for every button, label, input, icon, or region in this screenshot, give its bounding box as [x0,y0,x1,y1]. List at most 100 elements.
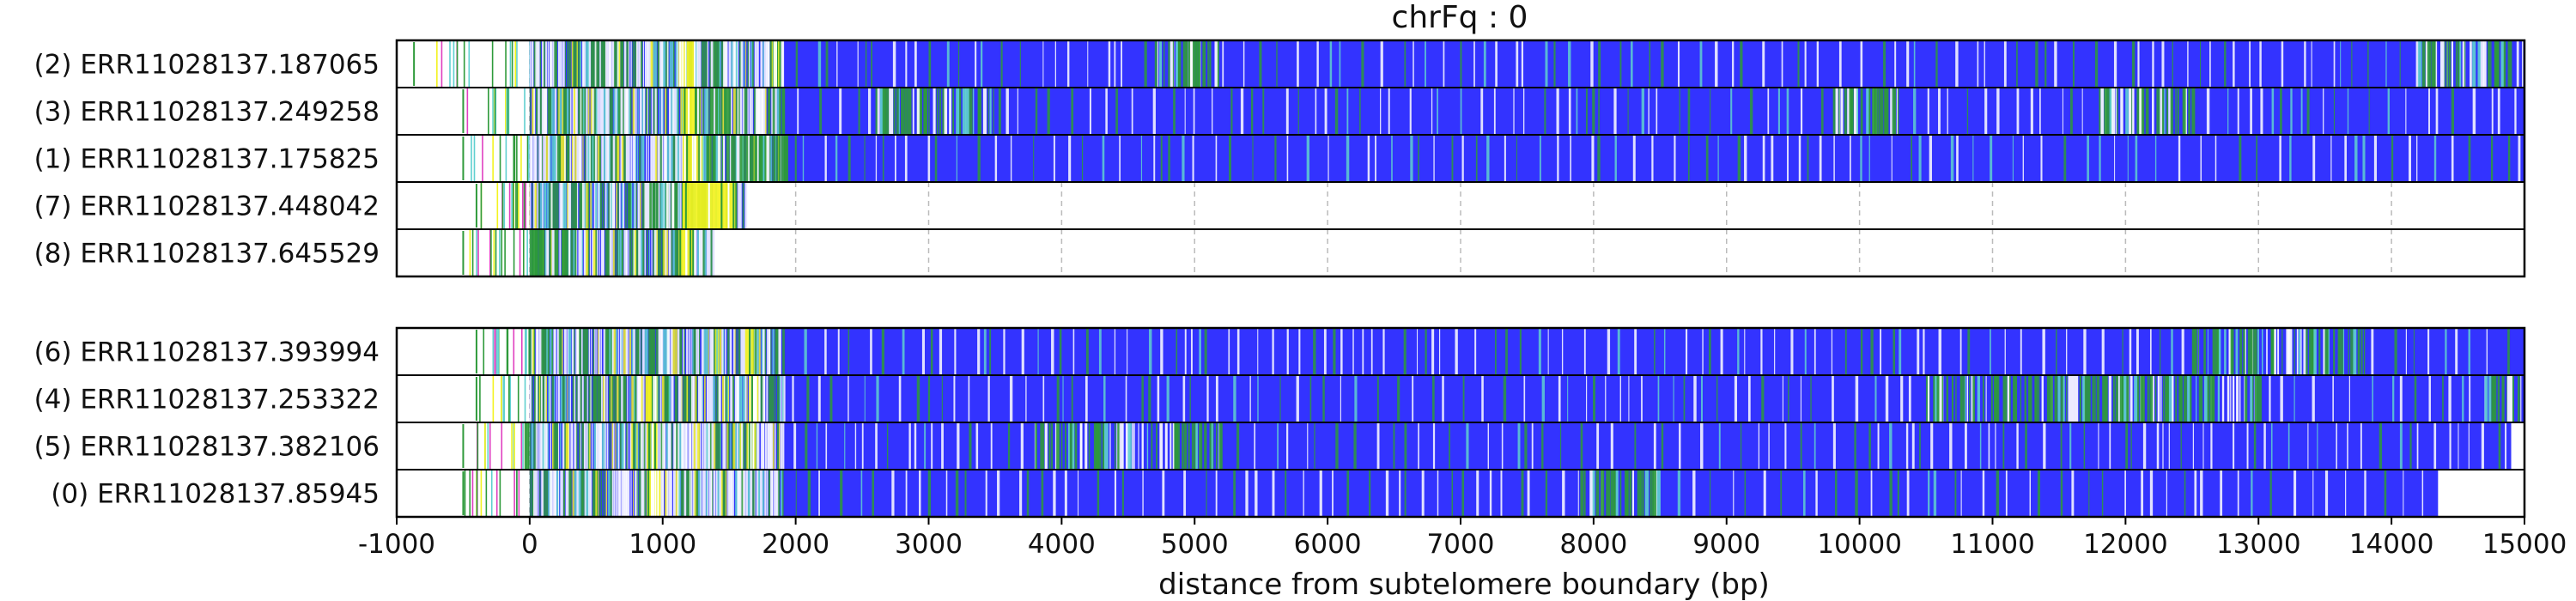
variant-mark [599,88,603,134]
variant-mark [1438,329,1441,374]
variant-mark [591,41,594,87]
variant-mark [2178,376,2183,422]
variant-mark [559,230,562,276]
variant-mark [721,136,726,181]
variant-mark [946,41,950,87]
variant-mark [553,136,557,181]
variant-mark [1172,423,1175,469]
variant-mark [1340,329,1343,374]
variant-mark [1516,41,1519,87]
variant-mark [1033,136,1035,181]
variant-mark [566,88,569,134]
variant-mark [740,88,743,134]
variant-mark [778,423,781,469]
variant-mark [622,136,624,181]
variant-mark [2030,88,2033,134]
variant-mark [644,41,648,87]
variant-mark [1115,88,1118,134]
variant-mark [696,329,698,374]
variant-mark [2142,423,2147,469]
variant-mark [686,136,689,181]
variant-mark [485,470,488,516]
variant-mark [1586,88,1588,134]
variant-mark [680,88,683,134]
variant-mark [553,329,556,374]
variant-mark [606,376,608,422]
variant-mark [731,41,734,87]
variant-mark [2081,88,2083,134]
variant-mark [569,88,572,134]
variant-mark [580,41,581,87]
variant-mark [1148,329,1152,374]
variant-mark [2149,376,2153,422]
variant-mark [662,470,664,516]
variant-mark [1580,470,1584,516]
variant-mark [499,136,501,181]
variant-mark [2190,376,2192,422]
variant-mark [1889,470,1893,516]
variant-mark [593,88,598,134]
variant-mark [1182,41,1188,87]
variant-mark [468,41,471,87]
variant-mark [2306,88,2310,134]
variant-mark [2060,376,2065,422]
variant-mark [564,230,568,276]
variant-mark [1060,423,1063,469]
variant-mark [819,88,823,134]
variant-mark [596,41,598,87]
variant-mark [1437,88,1438,134]
variant-mark [1466,423,1469,469]
variant-mark [1362,329,1364,374]
variant-mark [1159,423,1163,469]
variant-mark [1483,41,1486,87]
variant-mark [600,41,605,87]
variant-mark [547,423,549,469]
variant-mark [2038,376,2040,422]
variant-mark [2158,88,2160,134]
variant-mark [770,376,775,422]
variant-mark [623,329,627,374]
variant-mark [544,183,546,228]
variant-mark [631,230,635,276]
variant-mark [2431,41,2436,87]
variant-mark [644,470,647,516]
variant-mark [1003,329,1005,374]
variant-mark [975,41,977,87]
variant-mark [2127,136,2129,181]
variant-mark [586,329,589,374]
variant-mark [739,136,744,181]
variant-mark [1784,423,1787,469]
variant-mark [641,376,643,422]
variant-mark [1884,88,1888,134]
variant-mark [568,423,570,469]
variant-mark [601,88,605,134]
variant-mark [1679,423,1681,469]
variant-mark [668,470,672,516]
variant-mark [531,41,534,87]
variant-mark [648,423,651,469]
variant-mark [861,423,864,469]
variant-mark [1307,423,1309,469]
variant-mark [585,41,589,87]
variant-mark [2324,470,2329,516]
variant-mark [2005,470,2008,516]
variant-mark [2130,88,2133,134]
variant-mark [499,470,501,516]
variant-mark [501,230,503,276]
variant-mark [529,183,532,228]
variant-mark [773,136,776,181]
variant-mark [666,88,668,134]
variant-mark [1835,88,1838,134]
variant-mark [480,470,483,516]
variant-mark [1516,136,1518,181]
variant-mark [577,376,581,422]
variant-mark [570,230,574,276]
variant-mark [623,136,627,181]
variant-mark [1913,88,1917,134]
variant-mark [648,230,651,276]
variant-mark [2184,470,2186,516]
variant-mark [977,88,981,134]
variant-mark [752,41,754,87]
variant-mark [2162,423,2164,469]
variant-mark [717,41,720,87]
